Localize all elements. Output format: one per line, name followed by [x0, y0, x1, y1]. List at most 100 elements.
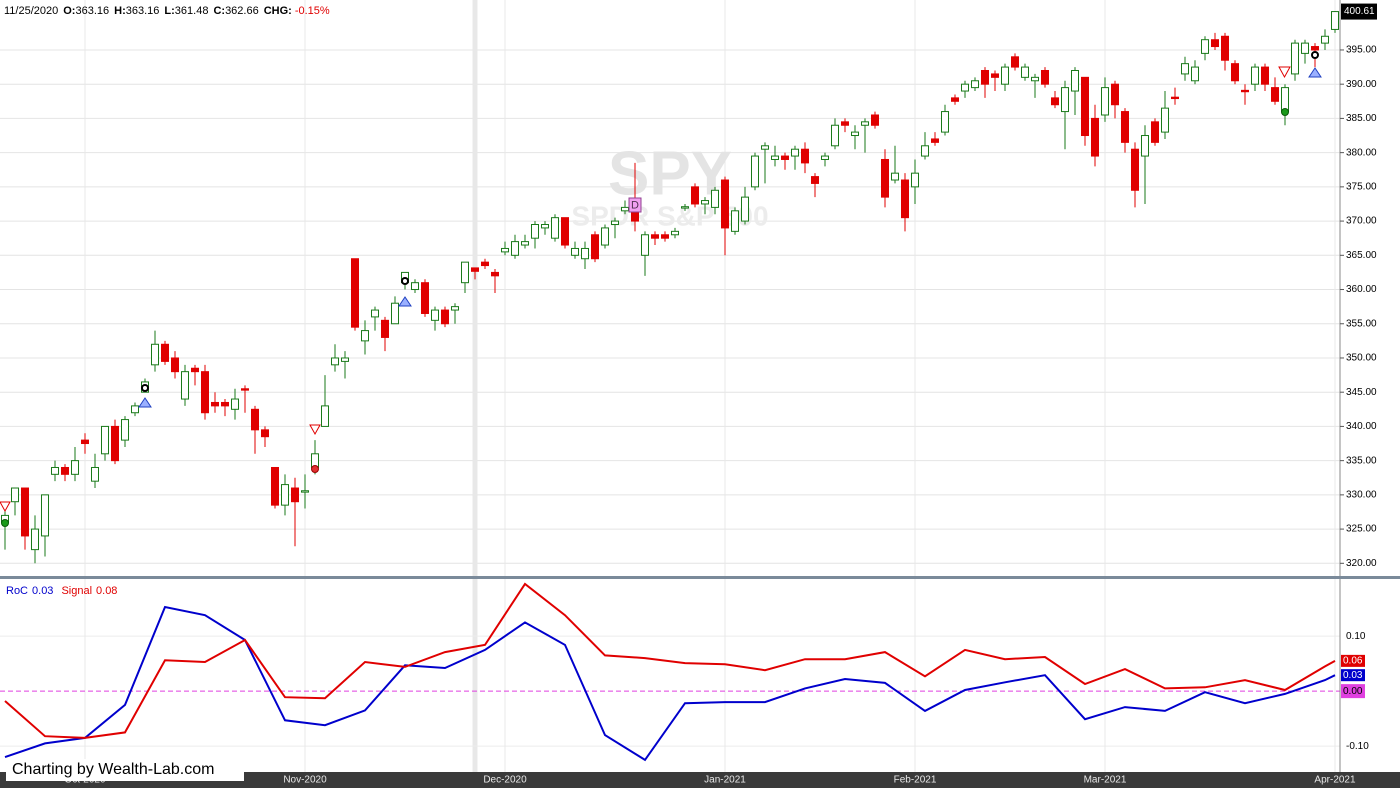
value-box-label: 0.06	[1343, 656, 1363, 667]
candle-body	[481, 261, 489, 267]
candle-body	[1011, 56, 1019, 68]
candle-body	[381, 319, 389, 338]
candle-body	[211, 401, 219, 407]
candle-body	[1281, 87, 1289, 113]
zero-label: 0.00	[1343, 686, 1363, 697]
candle-body	[591, 234, 599, 260]
candle-body	[191, 367, 199, 373]
x-tick-label: Mar-2021	[1084, 775, 1127, 786]
candle-body	[251, 408, 259, 431]
candle-body	[1311, 46, 1319, 51]
annotation-box	[628, 197, 642, 213]
candle-body	[1291, 42, 1299, 75]
candle-body	[1301, 42, 1309, 54]
candle-body	[361, 330, 369, 342]
candle-body	[161, 343, 169, 362]
candle-body	[521, 241, 529, 246]
y-tick-label: 370.00	[1346, 216, 1377, 227]
candle-body	[41, 494, 49, 537]
candle-body	[231, 398, 239, 410]
candle-body	[61, 466, 69, 475]
candle-body	[1021, 66, 1029, 78]
candle-body	[811, 176, 819, 184]
buy-marker	[398, 296, 412, 307]
buy-marker	[1308, 67, 1322, 78]
candle-body	[741, 196, 749, 222]
value-box-label: 0.03	[1343, 670, 1363, 681]
candle-body	[411, 282, 419, 291]
candle-body	[1161, 107, 1169, 133]
candle-body	[501, 247, 509, 253]
candle-body	[511, 241, 519, 256]
candle-body	[601, 227, 609, 246]
candle-body	[761, 145, 769, 150]
legend-value: 0.03	[32, 585, 53, 597]
candle-body	[641, 234, 649, 256]
candle-body	[221, 401, 229, 407]
candle-body	[321, 405, 329, 427]
candle-body	[831, 124, 839, 147]
y-tick-label: 350.00	[1346, 353, 1377, 364]
candle-body	[1221, 35, 1229, 61]
candle-body	[1031, 76, 1039, 82]
x-tick-label: Nov-2020	[283, 775, 327, 786]
candle-body	[1321, 35, 1329, 44]
header-value: 363.16	[75, 5, 109, 17]
candle-body	[661, 234, 669, 239]
candle-body	[1081, 76, 1089, 137]
candle-body	[351, 258, 359, 328]
candle-body	[731, 210, 739, 232]
candle-body	[1251, 66, 1259, 85]
candle-body	[201, 371, 209, 414]
candle-body	[91, 466, 99, 482]
header-label: CHG:	[264, 5, 292, 17]
candle-body	[1191, 66, 1199, 82]
candle-body	[541, 224, 549, 229]
y-tick-label: 325.00	[1346, 524, 1377, 535]
y-tick-label: 395.00	[1346, 45, 1377, 56]
candle-body	[241, 388, 249, 391]
candle-body	[861, 121, 869, 126]
header-value: 363.16	[126, 5, 160, 17]
axes: 320.00 325.00 330.00 335.00 340.00 345.00 350.…	[1340, 3, 1377, 752]
y-tick-label: 360.00	[1346, 284, 1377, 295]
buy-dot	[1281, 108, 1289, 116]
candle-body	[721, 179, 729, 229]
candle-body	[281, 484, 289, 506]
candle-body	[1271, 87, 1279, 102]
candle-body	[371, 309, 379, 318]
y-tick-label: 375.00	[1346, 181, 1377, 192]
header-label: H:	[114, 5, 126, 17]
x-tick-label: Apr-2021	[1314, 775, 1356, 786]
candle-body	[931, 138, 939, 143]
candle-body	[431, 309, 439, 321]
candle-body	[1001, 66, 1009, 85]
candle-body	[691, 186, 699, 205]
candle-body	[1201, 39, 1209, 54]
candle-body	[531, 224, 539, 239]
y-tick-label: 355.00	[1346, 318, 1377, 329]
sell-marker	[1278, 66, 1291, 79]
candle-body	[1171, 96, 1179, 100]
exit-dot	[401, 277, 409, 285]
y-tick-label: 330.00	[1346, 490, 1377, 501]
candle-body	[1051, 97, 1059, 106]
credit: Charting by Wealth-Lab.com	[12, 761, 214, 778]
candle-body	[421, 282, 429, 314]
pane-divider	[0, 576, 1400, 579]
candle-body	[441, 309, 449, 325]
value-box	[1341, 669, 1365, 682]
candle-body	[1141, 135, 1149, 157]
candle-body	[111, 425, 119, 462]
candle-body	[271, 466, 279, 506]
header-value: 361.48	[175, 5, 209, 17]
candle-body	[581, 247, 589, 260]
candle-body	[981, 69, 989, 85]
y-tick-label: -0.10	[1346, 741, 1369, 752]
buy-marker	[138, 397, 152, 408]
candle-body	[1111, 83, 1119, 106]
header-value: -0.15%	[295, 5, 330, 17]
header-value: 362.66	[225, 5, 259, 17]
